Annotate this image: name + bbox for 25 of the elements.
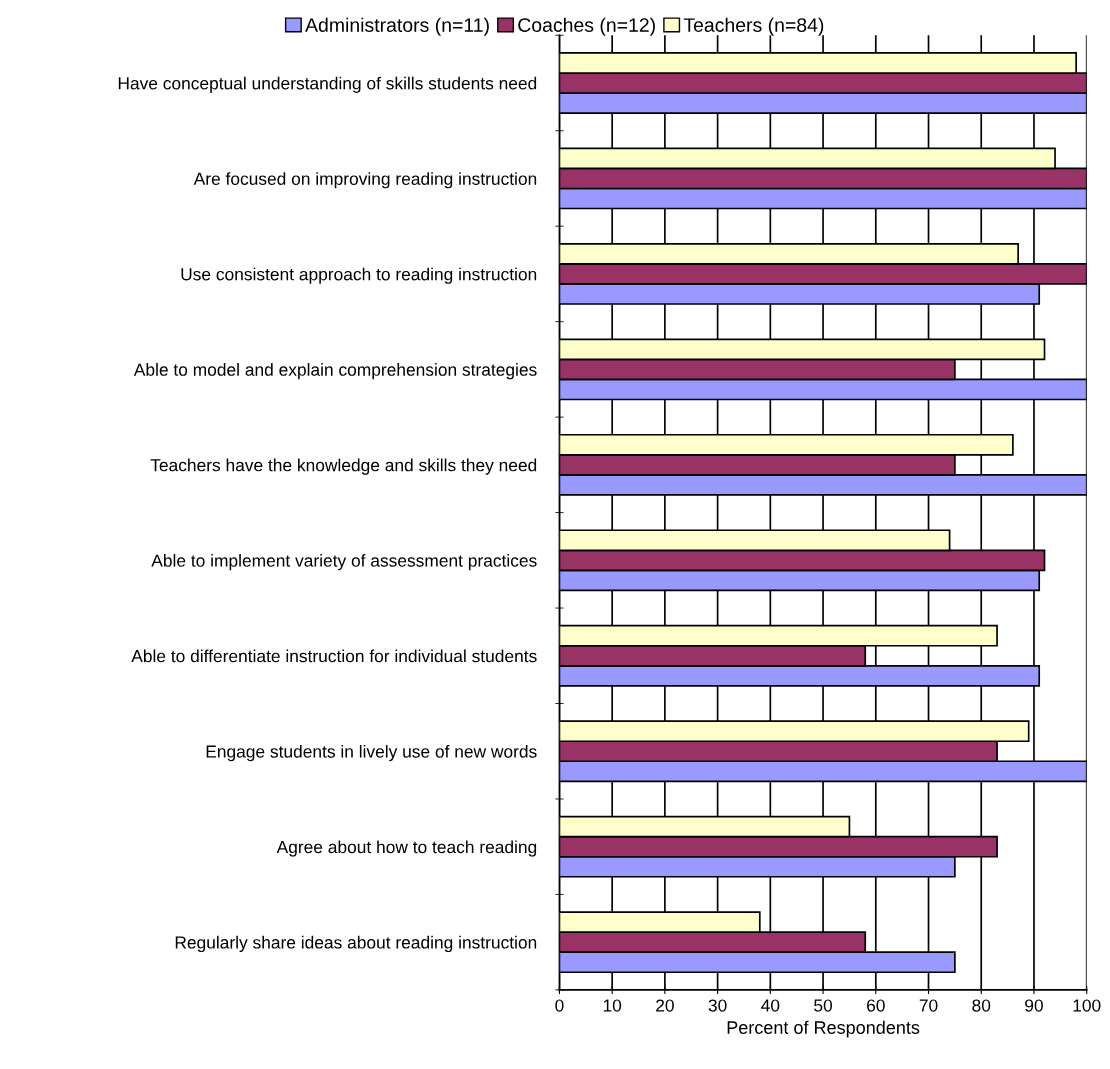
x-tick-label: 40	[761, 999, 780, 1012]
x-tick-label: 50	[814, 999, 833, 1012]
y-tick-label: Able to implement variety of assessment practices	[151, 554, 537, 571]
x-tick-label: 0	[555, 999, 564, 1012]
x-tick-label: 80	[972, 999, 991, 1012]
x-tick-label: 30	[708, 999, 727, 1012]
x-tick-label: 70	[919, 999, 938, 1012]
y-tick-label: Able to differentiate instruction for individual students	[131, 649, 537, 663]
y-tick-label: Use consistent approach to reading instruction	[181, 267, 537, 284]
x-tick-label: 60	[867, 999, 885, 1012]
y-tick-label: Have conceptual understanding of skills students need	[118, 76, 537, 93]
y-tick-label: Teachers have the knowledge and skills they need	[150, 458, 537, 475]
y-tick-label: Regularly share ideas about reading instruction	[175, 935, 537, 953]
y-tick-label: Able to model and explain comprehension strategies	[133, 363, 537, 380]
x-tick-label: 90	[1025, 999, 1043, 1012]
legend-label: Coaches (n=12)	[518, 17, 655, 36]
x-axis-title: Percent of Respondents	[727, 1020, 920, 1038]
x-tick-label: 20	[656, 999, 674, 1012]
y-tick-label: Are focused on improving reading instruction	[193, 172, 537, 189]
legend-label: Administrators (n=11)	[305, 17, 489, 36]
x-tick-label: 10	[603, 999, 622, 1012]
y-tick-label: Agree about how to teach reading	[276, 840, 537, 857]
legend-label: Teachers (n=84)	[683, 17, 824, 36]
y-tick-label: Engage students in lively use of new words	[206, 744, 537, 762]
x-tick-label: 100	[1073, 999, 1101, 1012]
